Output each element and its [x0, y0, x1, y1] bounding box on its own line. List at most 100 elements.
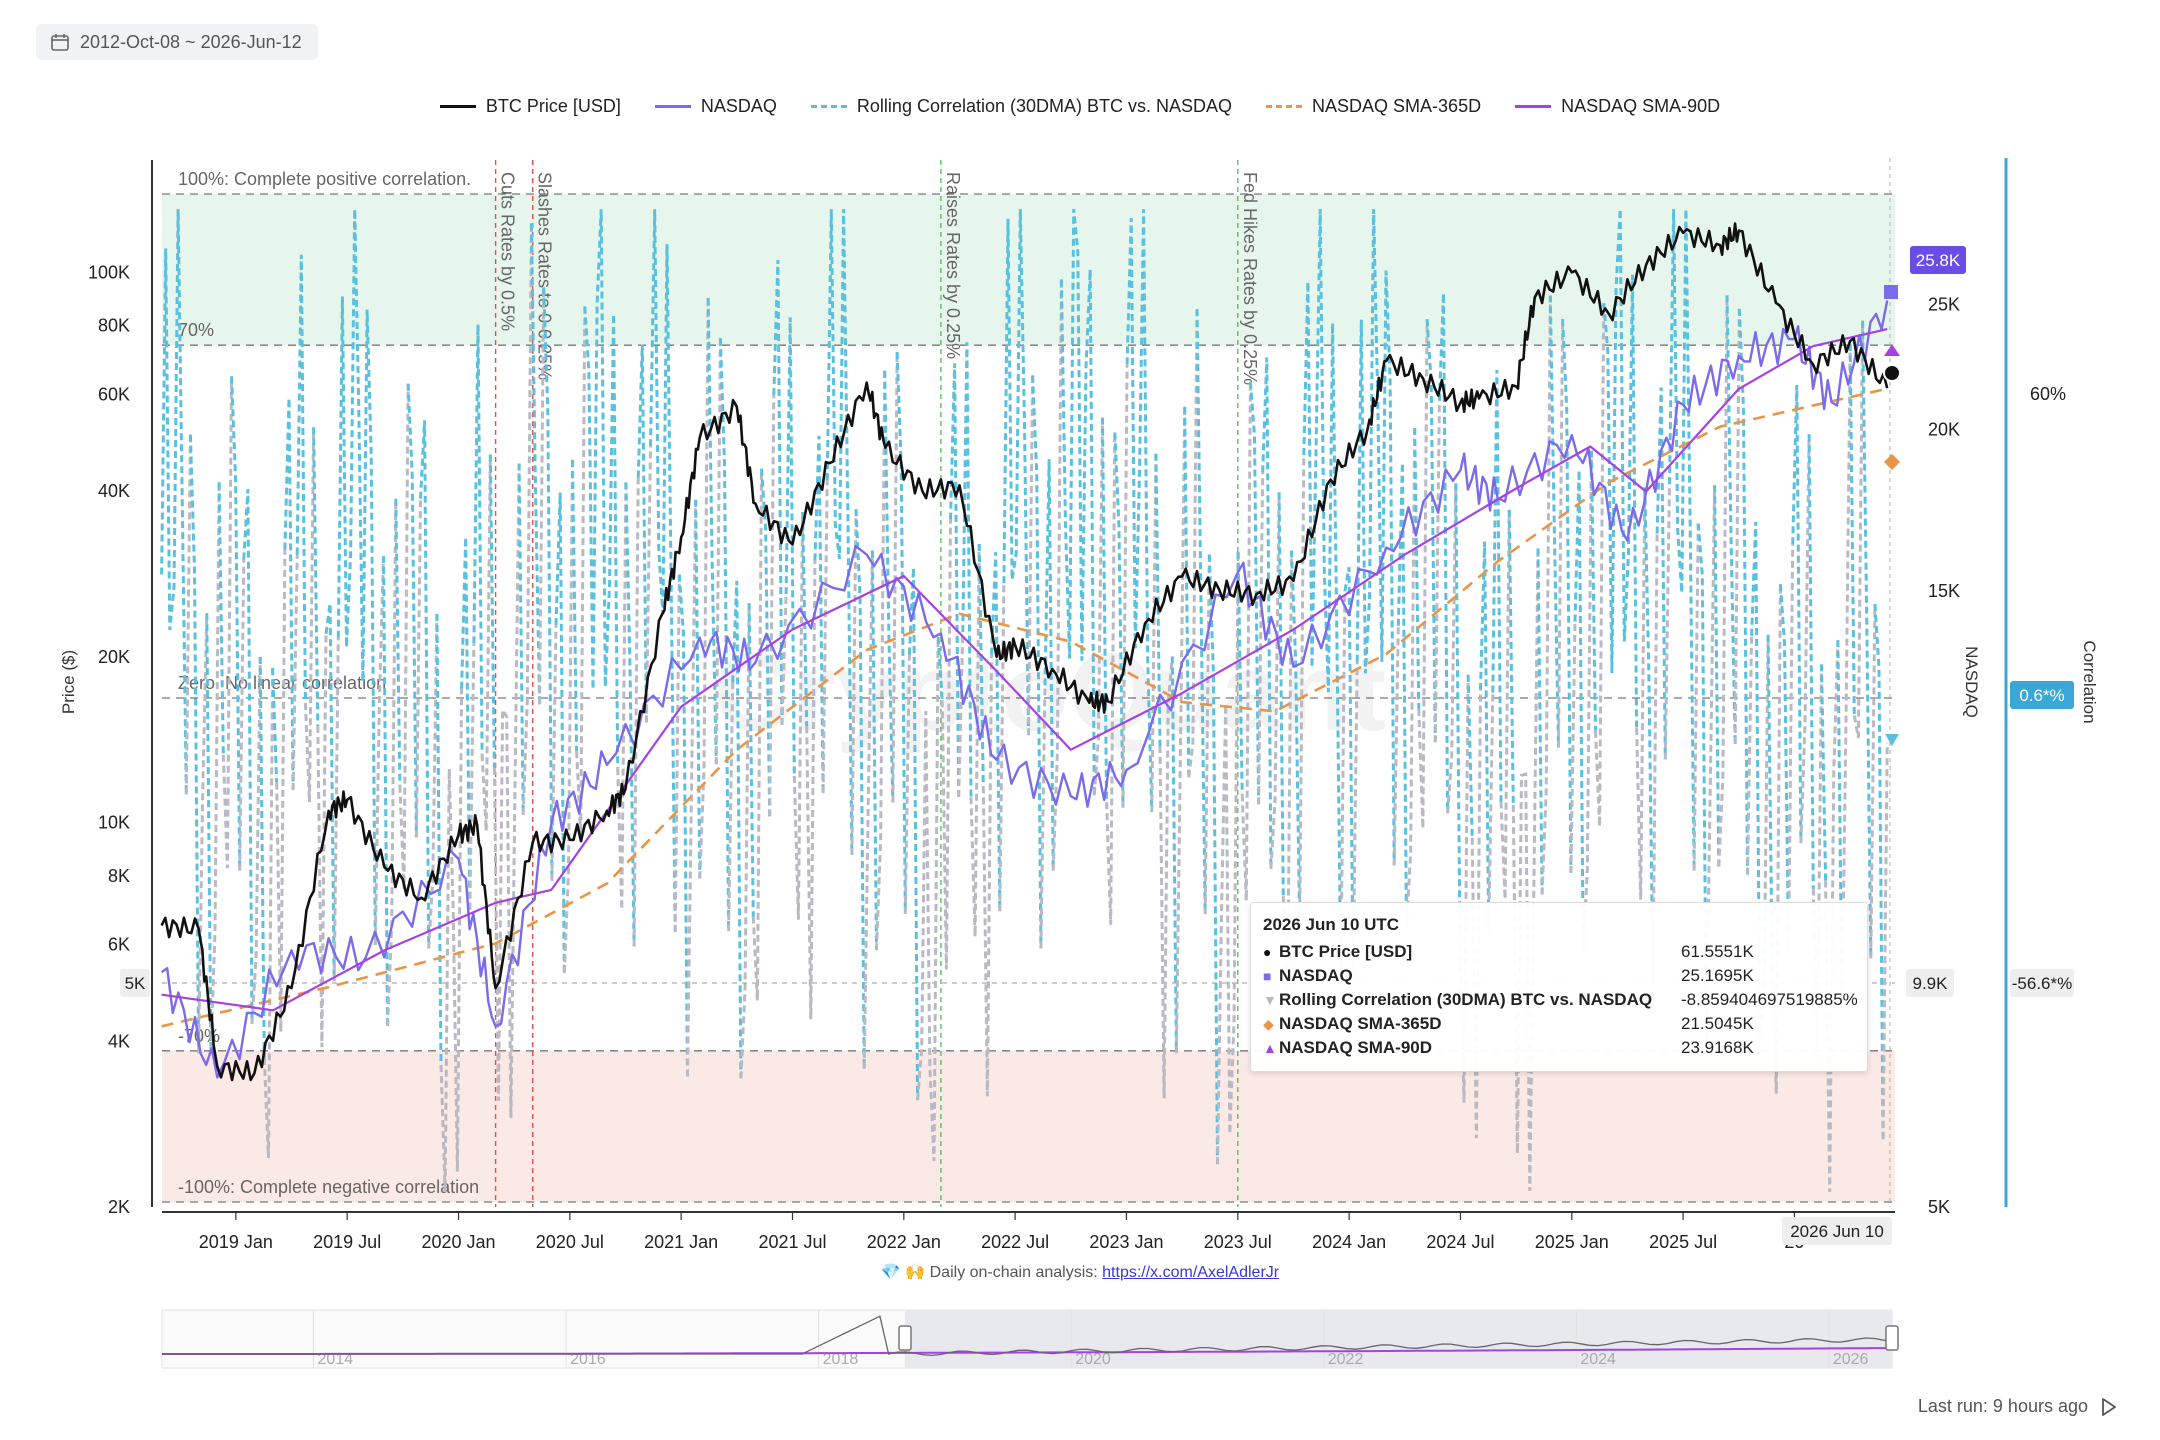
- correlation-hover-badge: -56.6*%: [2012, 974, 2072, 993]
- x-tick-label: 2020 Jan: [421, 1232, 495, 1252]
- crosshair-date-badge-bg: [1782, 1217, 1892, 1245]
- x-tick-label: 2022 Jul: [981, 1232, 1049, 1252]
- date-range-picker[interactable]: 2012-Oct-08 ~ 2026-Jun-12: [36, 24, 318, 60]
- correlation-line-segment: [1290, 550, 1302, 928]
- tooltip-marker: ●: [1263, 944, 1272, 960]
- event-label: Raises Rates by 0.25%: [943, 172, 963, 359]
- legend-item[interactable]: NASDAQ SMA-365D: [1266, 96, 1481, 117]
- correlation-line-segment: [636, 344, 648, 723]
- x-tick-label: 2024 Jan: [1312, 1232, 1386, 1252]
- navigator-handle-left[interactable]: [898, 1325, 912, 1351]
- tooltip-row: ■ NASDAQ 25.1695K: [1263, 965, 1853, 987]
- left-tick-label: 6K: [108, 935, 130, 955]
- chart-tooltip: 2026 Jun 10 UTC ● BTC Price [USD] 61.5551K…: [1250, 902, 1868, 1072]
- correlation-line-segment: [394, 498, 402, 786]
- right-tick-label: 15K: [1928, 581, 1960, 601]
- correlation-line-segment: [283, 397, 295, 790]
- correlation-line-segment: [1059, 208, 1096, 796]
- correlation-line-segment: [1027, 375, 1035, 736]
- correlation-line-segment: [554, 492, 566, 974]
- correlation-line-segment: [1454, 483, 1462, 933]
- correlation-line-segment: [1746, 635, 1754, 875]
- legend-item[interactable]: Rolling Correlation (30DMA) BTC vs. NASD…: [810, 96, 1232, 117]
- correlation-line-segment: [1770, 584, 1782, 1094]
- correlation-hover-badge-bg: [2010, 969, 2074, 997]
- correlation-line-segment: [940, 519, 952, 970]
- correlation-line-segment: [1840, 344, 1852, 1009]
- tooltip-series-value: 21.5045K: [1681, 1014, 1754, 1033]
- tooltip-row: ▼ Rolling Correlation (30DMA) BTC vs. NAS…: [1263, 989, 1858, 1011]
- chart-area[interactable]: 100%: Complete positive correlation. 70% Z…: [0, 130, 2160, 1390]
- correlation-line-segment: [949, 363, 961, 798]
- correlation-line-segment: [1170, 656, 1178, 1054]
- legend-label: NASDAQ: [700, 96, 777, 116]
- correlation-line-segment: [751, 468, 763, 1001]
- correlation-line-segment: [480, 454, 492, 831]
- positive-zone: [162, 194, 1895, 346]
- footer-link[interactable]: https://x.com/AxelAdlerJr: [1102, 1264, 1280, 1281]
- date-range-label: 2012-Oct-08 ~ 2026-Jun-12: [80, 31, 302, 52]
- correlation-line-segment: [492, 463, 521, 1119]
- sma365-end-marker: [1884, 454, 1900, 470]
- legend-swatch: [654, 105, 691, 108]
- nasdaq-line: [160, 300, 1889, 1079]
- x-tick-label: 2023 Jan: [1089, 1232, 1163, 1252]
- correlation-line-segment: [1787, 544, 1795, 953]
- x-tick-label: 2020 Jul: [536, 1232, 604, 1252]
- tooltip-series-name: BTC Price [USD]: [1279, 942, 1413, 961]
- btc-hover-badge-bg: [120, 969, 150, 997]
- legend-item[interactable]: NASDAQ: [654, 96, 777, 117]
- last-run-label: Last run: 9 hours ago: [1917, 1396, 2088, 1416]
- correlation-line-segment: [435, 613, 443, 1066]
- correlation-line-segment: [1820, 664, 1828, 881]
- navigator-handle-right[interactable]: [1885, 1325, 1899, 1351]
- correlation-line-segment: [1696, 523, 1708, 1038]
- tooltip-series-value: 61.5551K: [1681, 942, 1754, 961]
- correlation-line-segment: [875, 370, 887, 951]
- legend-item[interactable]: BTC Price [USD]: [439, 96, 621, 117]
- correlation-line-segment: [1725, 295, 1737, 745]
- correlation-line-segment: [1446, 483, 1458, 814]
- left-tick-label: 40K: [98, 481, 130, 501]
- correlation-line-segment: [336, 209, 377, 946]
- correlation-line-segment: [1536, 548, 1544, 895]
- correlation-line-segment: [1433, 400, 1441, 743]
- correlation-line-segment: [1101, 417, 1109, 803]
- correlation-line-segment: [521, 223, 533, 816]
- tooltip-series-value: 23.9168K: [1681, 1038, 1754, 1057]
- correlation-line-segment: [1668, 209, 1696, 871]
- legend-swatch: [439, 105, 476, 108]
- correlation-line-segment: [677, 574, 689, 1077]
- navigator-tick-label: 2026: [1833, 1351, 1869, 1368]
- correlation-line-segment: [747, 603, 755, 917]
- crosshair-date-badge: 2026 Jun 10: [1790, 1222, 1884, 1241]
- correlation-line-segment: [1183, 406, 1191, 778]
- correlation-line-segment: [784, 317, 796, 776]
- correlation-line-segment: [295, 254, 307, 704]
- x-tick-label: 2025 Jul: [1649, 1232, 1717, 1252]
- correlation-line-segment: [624, 482, 636, 947]
- correlation-line-segment: [1413, 428, 1421, 709]
- event-label: Fed Hikes Rates by 0.25%: [1240, 172, 1260, 385]
- tooltip-series-name: NASDAQ SMA-90D: [1279, 1038, 1433, 1057]
- correlation-line-segment: [673, 574, 681, 932]
- correlation-line-segment: [1540, 295, 1552, 895]
- correlation-line-segment: [727, 682, 735, 932]
- tooltip-series-value: 25.1695K: [1681, 966, 1754, 985]
- x-tick-label: 2025 Jan: [1535, 1232, 1609, 1252]
- correlation-line-segment: [1589, 450, 1597, 731]
- legend-item[interactable]: NASDAQ SMA-90D: [1515, 96, 1720, 117]
- correlation-line-segment: [1869, 603, 1877, 959]
- play-icon[interactable]: [2100, 1397, 2118, 1417]
- correlation-line-segment: [517, 463, 525, 816]
- correlation-line-segment: [197, 613, 209, 1054]
- legend-swatch: [810, 105, 847, 108]
- correlation-line-segment: [1417, 319, 1429, 829]
- correlation-last-badge: 0.6*%: [2019, 686, 2064, 705]
- correlation-line-segment: [772, 259, 784, 725]
- correlation-line-segment: [398, 383, 410, 890]
- correlation-line-segment: [472, 324, 484, 755]
- correlation-line-segment: [262, 668, 275, 1159]
- correlation-line-segment: [1655, 387, 1667, 760]
- correlation-line-segment: [427, 613, 439, 949]
